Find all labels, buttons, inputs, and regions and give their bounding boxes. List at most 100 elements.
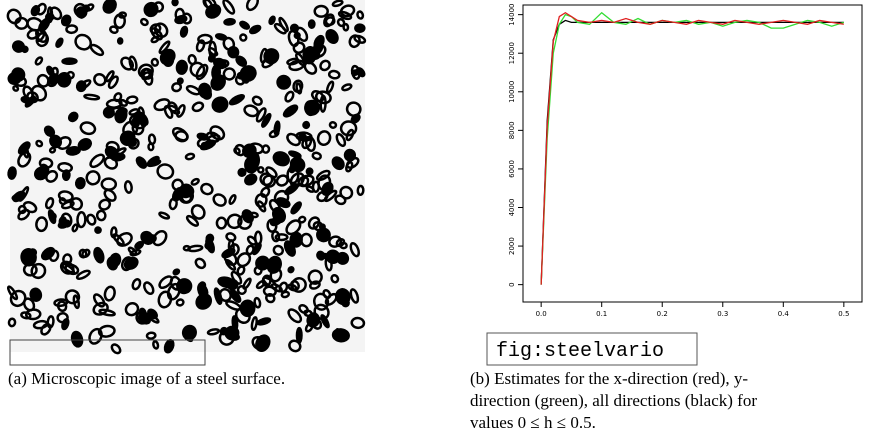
grain bbox=[304, 100, 317, 117]
grain bbox=[356, 184, 365, 197]
grain bbox=[64, 263, 80, 276]
grain bbox=[276, 197, 291, 209]
grain bbox=[235, 55, 248, 67]
grain bbox=[40, 163, 50, 174]
grain bbox=[48, 249, 60, 263]
grain bbox=[159, 48, 176, 66]
grain bbox=[268, 15, 276, 26]
grain bbox=[65, 24, 79, 35]
plot-frame bbox=[522, 4, 863, 303]
grain bbox=[256, 317, 272, 326]
grain bbox=[242, 143, 257, 159]
grain bbox=[190, 177, 200, 186]
grain bbox=[350, 316, 366, 330]
x-tick-label: 0.1 bbox=[596, 310, 607, 318]
grain bbox=[125, 95, 139, 105]
grain bbox=[339, 120, 358, 137]
grain bbox=[251, 95, 263, 106]
grain bbox=[335, 328, 343, 340]
grain bbox=[319, 94, 327, 113]
grain bbox=[149, 23, 162, 35]
grain bbox=[22, 85, 34, 100]
grain bbox=[323, 189, 338, 203]
grain bbox=[345, 101, 362, 117]
grain bbox=[276, 74, 292, 90]
grain bbox=[55, 37, 64, 48]
grain bbox=[234, 143, 246, 157]
grain bbox=[309, 280, 321, 290]
grain bbox=[34, 56, 44, 66]
grain bbox=[317, 174, 332, 191]
grain bbox=[30, 262, 47, 280]
grain bbox=[313, 4, 329, 18]
grain bbox=[236, 285, 247, 295]
grain bbox=[76, 211, 87, 229]
grain bbox=[12, 84, 20, 92]
grain bbox=[248, 24, 262, 35]
grain bbox=[38, 157, 54, 169]
grain bbox=[174, 130, 189, 143]
grain bbox=[143, 281, 155, 296]
grain bbox=[342, 22, 350, 32]
grain bbox=[20, 311, 32, 320]
grain bbox=[241, 209, 254, 224]
series-line bbox=[540, 19, 844, 285]
grain bbox=[331, 0, 344, 8]
grain bbox=[253, 296, 262, 309]
y-tick-label: 0 bbox=[508, 282, 516, 286]
grain bbox=[150, 35, 160, 44]
grain bbox=[282, 104, 299, 118]
grain bbox=[46, 65, 55, 77]
grain bbox=[200, 182, 214, 196]
grain bbox=[97, 324, 116, 338]
grain bbox=[171, 0, 179, 7]
grain bbox=[287, 308, 303, 324]
grain bbox=[92, 293, 106, 308]
grain bbox=[95, 209, 107, 222]
grain bbox=[6, 8, 22, 25]
grain bbox=[217, 276, 236, 289]
grain bbox=[325, 29, 339, 44]
grain bbox=[244, 173, 258, 186]
y-tick-label: 4000 bbox=[508, 199, 516, 217]
grain bbox=[345, 161, 354, 173]
grain bbox=[98, 308, 116, 317]
grain bbox=[35, 139, 44, 148]
label-text: fig:steelvario bbox=[496, 340, 664, 363]
grain bbox=[65, 146, 81, 156]
grain bbox=[224, 325, 240, 341]
grain bbox=[284, 90, 295, 103]
grain bbox=[319, 59, 331, 72]
grain bbox=[355, 67, 366, 78]
grain bbox=[36, 2, 47, 16]
grain bbox=[255, 255, 271, 271]
grain bbox=[335, 133, 347, 148]
grain bbox=[83, 93, 101, 101]
x-tick-label: 0.0 bbox=[536, 310, 547, 318]
grain bbox=[222, 0, 236, 15]
grain bbox=[278, 16, 289, 33]
grain bbox=[307, 19, 316, 29]
grain bbox=[103, 285, 116, 302]
grain bbox=[335, 237, 346, 248]
grain bbox=[285, 219, 302, 236]
grain bbox=[320, 314, 330, 329]
grain bbox=[137, 313, 151, 325]
caption-b-line: direction (green), all directions (black… bbox=[470, 391, 757, 410]
grain bbox=[60, 14, 72, 27]
grain bbox=[93, 246, 105, 264]
series-line bbox=[540, 11, 845, 285]
grain bbox=[7, 317, 17, 328]
grain bbox=[172, 268, 181, 276]
grain bbox=[56, 71, 72, 88]
grain bbox=[302, 120, 311, 130]
y-tick-label: 8000 bbox=[508, 121, 516, 139]
grain bbox=[79, 121, 97, 136]
grain bbox=[77, 138, 92, 151]
grain bbox=[213, 287, 223, 305]
grain bbox=[142, 68, 154, 86]
grain bbox=[11, 40, 26, 53]
grain bbox=[175, 59, 188, 75]
grain bbox=[123, 256, 139, 271]
